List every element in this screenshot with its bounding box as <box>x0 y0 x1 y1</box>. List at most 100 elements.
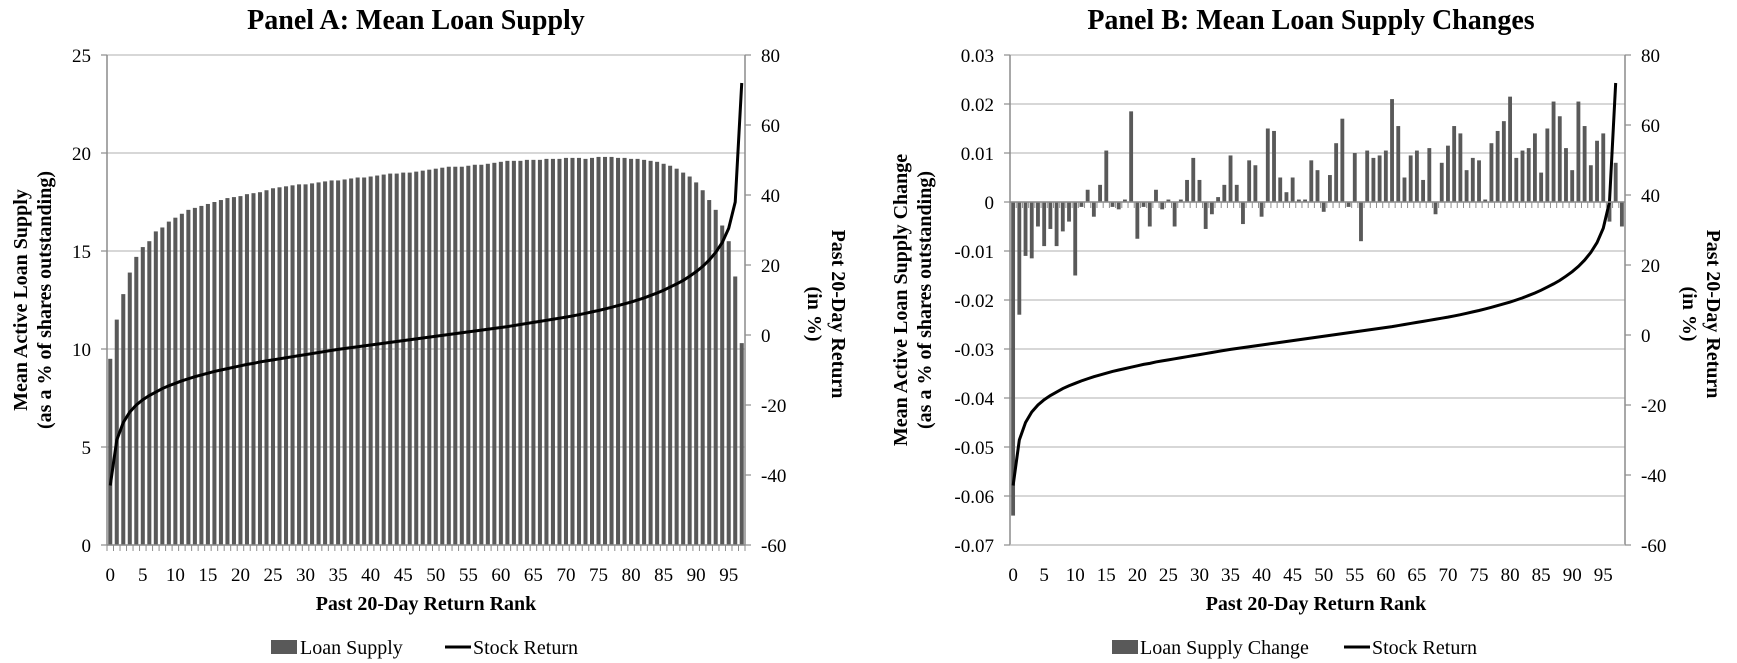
bar <box>121 294 126 545</box>
bar <box>407 172 412 545</box>
y-tick-label: -0.04 <box>954 389 994 410</box>
bar <box>498 161 503 545</box>
x-tick-label: 25 <box>1159 565 1178 586</box>
bar <box>1228 155 1233 202</box>
x-tick-label: 65 <box>1407 565 1426 586</box>
bar <box>1377 155 1382 202</box>
bar <box>440 167 445 545</box>
bar <box>726 241 731 545</box>
bar <box>1172 202 1177 227</box>
panel-b-bars <box>1011 96 1624 516</box>
panel-a-y2-axis-label: Past 20-Day Return <box>827 230 849 399</box>
bar <box>108 358 113 545</box>
bar <box>1296 199 1301 202</box>
bar <box>616 157 621 545</box>
bar <box>238 196 243 545</box>
bar <box>1421 179 1426 202</box>
panel-b-y-axis-label: Mean Active Loan Supply Change <box>890 154 912 446</box>
bar <box>1433 202 1438 215</box>
bar <box>1408 155 1413 202</box>
bar <box>544 158 549 545</box>
panel-a-legend: Loan Supply Stock Return <box>271 637 578 659</box>
y-tick-label: 5 <box>82 438 92 459</box>
x-tick-label: 50 <box>1314 565 1333 586</box>
bar <box>1110 202 1115 207</box>
y-tick-label: 0 <box>82 536 92 557</box>
bar <box>1178 199 1183 202</box>
bar <box>700 190 705 546</box>
panel-b-grid <box>1010 54 1625 546</box>
bar <box>1464 170 1469 202</box>
y2-tick-label: 40 <box>1641 186 1660 207</box>
bar <box>511 160 516 545</box>
y-tick-label: -0.07 <box>954 536 994 557</box>
bar <box>1036 202 1040 227</box>
y2-tick-label: -40 <box>1641 466 1666 487</box>
y-tick-label: 20 <box>72 144 91 165</box>
bar <box>1489 143 1494 202</box>
y2-tick-label: -20 <box>761 396 786 417</box>
bar <box>1470 157 1475 202</box>
x-tick-label: 85 <box>654 565 673 586</box>
bar <box>218 200 223 546</box>
bar <box>720 225 725 545</box>
bar <box>1570 170 1575 202</box>
bar <box>368 176 373 545</box>
bar <box>1383 150 1388 202</box>
bar <box>270 188 276 545</box>
bar <box>1365 150 1370 202</box>
bar <box>733 276 738 545</box>
panel-b-legend-bar-label: Loan Supply Change <box>1140 637 1309 659</box>
bar <box>1029 202 1034 259</box>
bar <box>1054 202 1059 247</box>
bar <box>479 164 484 545</box>
panel-a-axes <box>101 54 751 551</box>
bar <box>427 169 432 545</box>
panel-b-title: Panel B: Mean Loan Supply Changes <box>1087 5 1534 36</box>
x-tick-label: 30 <box>296 565 315 586</box>
x-tick-label: 45 <box>1283 565 1302 586</box>
panel-a-bars <box>108 156 744 546</box>
bar <box>284 186 289 545</box>
bar <box>1352 153 1357 202</box>
bar <box>563 157 568 545</box>
bar <box>231 197 236 545</box>
bar <box>453 166 458 545</box>
bar <box>1532 133 1537 202</box>
bar <box>1017 202 1022 315</box>
x-tick-label: 20 <box>231 565 250 586</box>
bar <box>166 221 171 545</box>
bar <box>1340 118 1345 202</box>
bar <box>1234 184 1239 202</box>
bar <box>1545 128 1550 202</box>
bar <box>1042 202 1047 247</box>
bar <box>550 158 555 545</box>
y-tick-label: 0.02 <box>961 95 994 116</box>
panel-b-x-axis-label: Past 20-Day Return Rank <box>1206 593 1427 615</box>
bar <box>310 183 315 545</box>
panel-b-x-ticks: 0 5 10 15 20 25 30 35 40 45 50 55 60 65 70 75 80 85 90 95 <box>1008 565 1612 586</box>
panel-a-x-axis-label: Past 20-Day Return Rank <box>316 593 537 615</box>
bar <box>674 168 679 545</box>
x-tick-label: 0 <box>1008 565 1018 586</box>
bar <box>596 156 601 546</box>
bar <box>629 158 634 545</box>
panel-b-y2-ticks: -60 -40 -20 0 20 40 60 80 <box>1641 46 1666 557</box>
bar <box>642 159 647 546</box>
bar <box>420 170 425 545</box>
bar <box>1402 177 1407 202</box>
x-tick-label: 75 <box>1470 565 1489 586</box>
bar <box>576 157 582 545</box>
bar <box>388 173 393 545</box>
bar <box>1116 202 1121 210</box>
bar <box>342 179 347 545</box>
bar <box>1334 143 1339 202</box>
bar <box>1079 202 1084 207</box>
bar <box>1048 202 1053 229</box>
bar <box>583 158 588 545</box>
bar <box>114 319 119 545</box>
panel-b-y2-axis-label: Past 20-Day Return <box>1702 230 1724 399</box>
bar <box>1272 130 1276 202</box>
bar <box>1166 199 1171 202</box>
x-tick-label: 5 <box>1039 565 1049 586</box>
